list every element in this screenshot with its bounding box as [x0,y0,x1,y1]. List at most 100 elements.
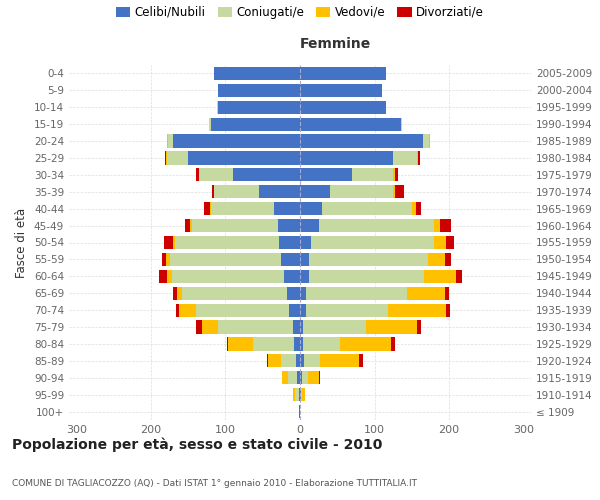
Bar [218,320,293,334]
Bar [300,118,401,131]
Bar [300,253,309,266]
Bar [196,168,199,181]
Bar [172,270,284,283]
Bar [288,371,297,384]
Text: Femmine: Femmine [300,37,371,51]
Bar [282,371,288,384]
Bar [434,236,446,249]
Bar [287,286,300,300]
Bar [407,286,445,300]
Bar [303,338,340,350]
Bar [293,388,295,401]
Bar [210,202,211,215]
Bar [303,320,367,334]
Bar [299,388,300,401]
Bar [440,219,451,232]
Y-axis label: Fasce di età: Fasce di età [16,208,28,278]
Bar [284,270,300,283]
Bar [302,371,308,384]
Bar [175,236,279,249]
Bar [417,152,418,164]
Bar [300,219,319,232]
Bar [306,286,407,300]
Bar [162,253,166,266]
Bar [393,185,395,198]
Bar [359,354,362,368]
Bar [330,185,393,198]
Bar [217,100,218,114]
Bar [304,354,320,368]
Bar [300,152,393,164]
Bar [302,388,305,401]
Bar [278,219,300,232]
Bar [388,304,446,316]
Bar [196,304,289,316]
Bar [300,286,306,300]
Bar [319,371,320,384]
Bar [196,320,202,334]
Bar [176,304,179,316]
Bar [214,185,259,198]
Bar [281,354,296,368]
Bar [294,338,300,350]
Bar [308,371,319,384]
Bar [173,286,177,300]
Bar [395,168,398,181]
Bar [423,134,429,147]
Bar [401,118,402,131]
Bar [199,168,233,181]
Bar [300,371,302,384]
Bar [188,152,300,164]
Bar [179,304,196,316]
Bar [300,338,303,350]
Bar [300,270,309,283]
Bar [173,134,300,147]
Bar [293,320,300,334]
Bar [446,236,454,249]
Bar [211,202,274,215]
Bar [190,219,192,232]
Bar [204,202,210,215]
Bar [412,202,415,215]
Bar [418,152,420,164]
Bar [445,253,451,266]
Bar [424,270,456,283]
Bar [300,236,311,249]
Bar [429,134,430,147]
Text: Popolazione per età, sesso e stato civile - 2010: Popolazione per età, sesso e stato civil… [12,438,382,452]
Bar [168,134,173,147]
Bar [211,118,300,131]
Bar [166,253,170,266]
Bar [300,84,382,97]
Bar [434,219,440,232]
Bar [167,270,172,283]
Bar [177,286,182,300]
Bar [311,236,434,249]
Bar [209,118,211,131]
Text: COMUNE DI TAGLIACOZZO (AQ) - Dati ISTAT 1° gennaio 2010 - Elaborazione TUTTITALI: COMUNE DI TAGLIACOZZO (AQ) - Dati ISTAT … [12,478,417,488]
Bar [395,185,404,198]
Bar [185,219,190,232]
Bar [259,185,300,198]
Bar [165,152,166,164]
Bar [306,304,388,316]
Bar [300,388,301,401]
Bar [309,253,428,266]
Bar [295,388,299,401]
Bar [159,270,167,283]
Bar [309,270,424,283]
Bar [212,185,214,198]
Bar [299,405,300,418]
Bar [182,286,287,300]
Bar [300,67,386,80]
Bar [446,304,450,316]
Bar [340,338,391,350]
Bar [214,67,300,80]
Bar [218,84,300,97]
Bar [300,320,303,334]
Bar [300,100,386,114]
Bar [296,354,300,368]
Bar [229,338,253,350]
Bar [393,168,395,181]
Bar [367,320,417,334]
